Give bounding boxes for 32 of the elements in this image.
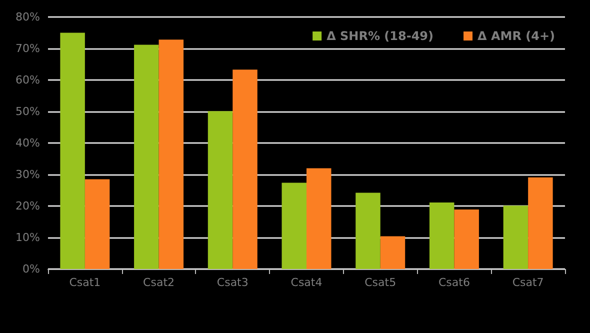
y-tick-label: 80% xyxy=(16,10,40,24)
x-tick-label: Csat5 xyxy=(364,276,396,289)
legend-label: Δ SHR% (18-49) xyxy=(326,29,434,43)
x-tick-label: Csat2 xyxy=(143,276,175,289)
y-tick-label: 60% xyxy=(16,74,40,86)
y-tick-label: 70% xyxy=(16,42,40,55)
bar xyxy=(60,32,85,269)
bar xyxy=(380,236,406,269)
bar xyxy=(134,44,159,269)
y-tick-label: 0% xyxy=(22,262,40,276)
bar xyxy=(84,179,110,269)
legend-label: Δ AMR (4+) xyxy=(478,29,555,43)
x-tick-label: Csat3 xyxy=(216,276,248,289)
bar xyxy=(232,70,258,269)
y-tick-label: 20% xyxy=(16,200,40,212)
bar xyxy=(429,202,454,269)
bar xyxy=(282,182,306,269)
y-tick-label: 50% xyxy=(16,105,40,118)
y-tick-label: 40% xyxy=(16,136,40,150)
bar xyxy=(208,111,233,269)
x-tick-label: Csat4 xyxy=(290,276,322,289)
bar xyxy=(528,177,553,269)
x-tick-label: Csat1 xyxy=(69,276,101,289)
x-tick-label: Csat6 xyxy=(438,276,470,289)
bar xyxy=(306,168,332,269)
x-tick-label: Csat7 xyxy=(512,276,544,289)
y-tick-label: 10% xyxy=(16,231,40,244)
bar xyxy=(503,206,528,269)
bar xyxy=(454,209,479,269)
bar xyxy=(158,40,184,269)
bar xyxy=(356,192,380,269)
y-tick-label: 30% xyxy=(16,168,40,181)
